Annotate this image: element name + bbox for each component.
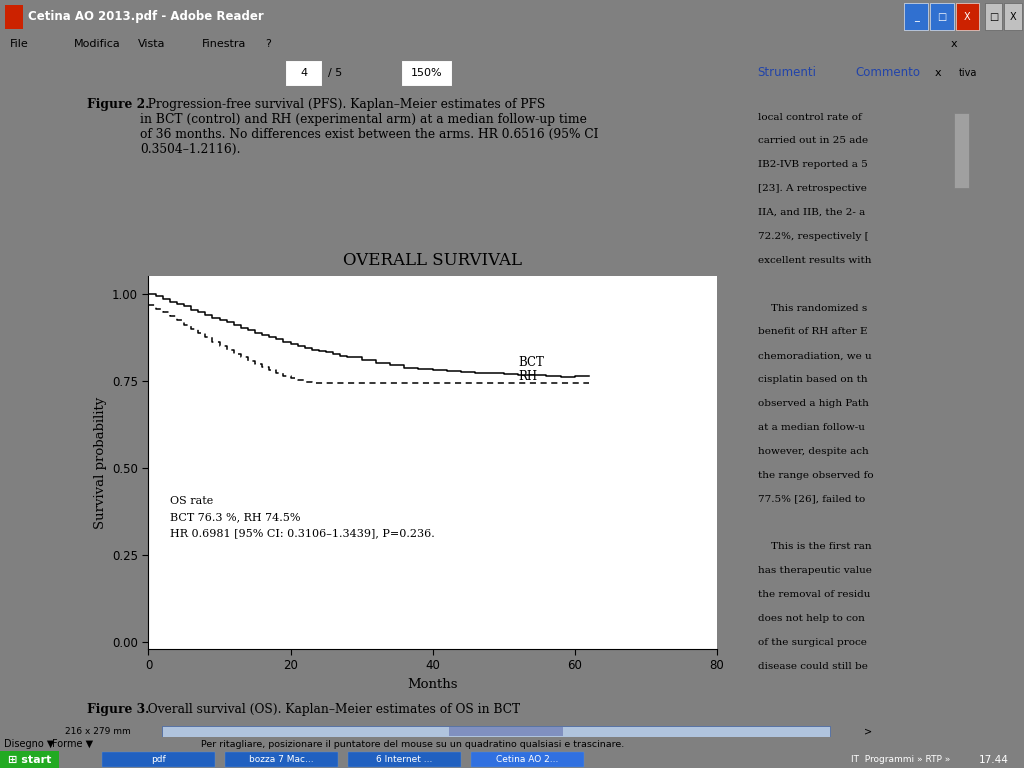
- Text: This is the first ran: This is the first ran: [758, 542, 871, 551]
- Text: chemoradiation, we u: chemoradiation, we u: [758, 351, 871, 360]
- Text: has therapeutic value: has therapeutic value: [758, 566, 871, 575]
- Text: Cetina AO 2...: Cetina AO 2...: [497, 755, 558, 764]
- Bar: [57, 727, 73, 736]
- Text: Disegno ▼: Disegno ▼: [3, 739, 54, 750]
- Text: HR 0.6981 [95% CI: 0.3106–1.3439], P=0.236.: HR 0.6981 [95% CI: 0.3106–1.3439], P=0.2…: [170, 528, 434, 538]
- Text: local control rate of: local control rate of: [758, 113, 861, 121]
- Text: Commento: Commento: [855, 67, 921, 79]
- Text: Progression-free survival (PFS). Kaplan–Meier estimates of PFS
in BCT (control) : Progression-free survival (PFS). Kaplan–…: [140, 98, 599, 156]
- Text: 72.2%, respectively [: 72.2%, respectively [: [758, 232, 868, 241]
- Text: IIA, and IIB, the 2- a: IIA, and IIB, the 2- a: [758, 208, 865, 217]
- Text: the range observed fo: the range observed fo: [758, 471, 873, 480]
- Text: _: _: [913, 12, 919, 22]
- Text: 216 x 279 mm: 216 x 279 mm: [65, 727, 131, 736]
- Bar: [162, 726, 830, 737]
- Text: Figure 3.: Figure 3.: [87, 703, 150, 716]
- Bar: [0, 751, 59, 768]
- Text: IB2-IVB reported a 5: IB2-IVB reported a 5: [758, 161, 867, 169]
- X-axis label: Months: Months: [408, 678, 458, 691]
- Text: bozza 7 Mac...: bozza 7 Mac...: [249, 755, 314, 764]
- Title: OVERALL SURVIVAL: OVERALL SURVIVAL: [343, 253, 522, 270]
- Text: □: □: [989, 12, 998, 22]
- Text: Cetina AO 2013.pdf - Adobe Reader: Cetina AO 2013.pdf - Adobe Reader: [28, 11, 263, 23]
- Text: x: x: [935, 68, 941, 78]
- Bar: [102, 752, 215, 767]
- Text: Finestra: Finestra: [202, 38, 246, 49]
- Text: tiva: tiva: [958, 68, 977, 78]
- Text: 4: 4: [300, 68, 307, 78]
- Text: Strumenti: Strumenti: [757, 67, 816, 79]
- Text: Figure 2.: Figure 2.: [87, 98, 150, 111]
- Text: BCT: BCT: [518, 356, 544, 369]
- Bar: [471, 752, 584, 767]
- Bar: [985, 3, 1002, 31]
- Text: Modifica: Modifica: [74, 38, 121, 49]
- Bar: [904, 3, 928, 31]
- Text: 17.44: 17.44: [978, 754, 1009, 765]
- Text: 150%: 150%: [411, 68, 442, 78]
- Bar: [1005, 3, 1022, 31]
- Text: OS rate: OS rate: [170, 496, 213, 506]
- Bar: [955, 3, 979, 31]
- Text: X: X: [1010, 12, 1016, 22]
- Bar: [449, 727, 563, 736]
- Text: IT  Programmi » RTP »: IT Programmi » RTP »: [851, 755, 951, 764]
- Bar: [225, 752, 338, 767]
- Text: does not help to con: does not help to con: [758, 614, 864, 623]
- Text: >: >: [864, 727, 872, 737]
- Text: BCT 76.3 %, RH 74.5%: BCT 76.3 %, RH 74.5%: [170, 511, 300, 521]
- Text: This randomized s: This randomized s: [758, 303, 867, 313]
- Text: ?: ?: [265, 38, 271, 49]
- Text: observed a high Path: observed a high Path: [758, 399, 868, 408]
- Bar: [401, 60, 453, 87]
- Text: 6 Internet ...: 6 Internet ...: [376, 755, 433, 764]
- Text: Overall survival (OS). Kaplan–Meier estimates of OS in BCT: Overall survival (OS). Kaplan–Meier esti…: [140, 703, 520, 716]
- Text: the removal of residu: the removal of residu: [758, 590, 870, 599]
- Text: disease could still be: disease could still be: [758, 661, 867, 670]
- Text: carried out in 25 ade: carried out in 25 ade: [758, 137, 867, 145]
- Y-axis label: Survival probability: Survival probability: [93, 396, 106, 529]
- Text: excellent results with: excellent results with: [758, 256, 871, 265]
- Text: Vista: Vista: [137, 38, 165, 49]
- Bar: [954, 113, 969, 188]
- Text: ⊞ start: ⊞ start: [8, 754, 51, 765]
- Text: Per ritagliare, posizionare il puntatore del mouse su un quadratino qualsiasi e : Per ritagliare, posizionare il puntatore…: [201, 740, 624, 749]
- Text: benefit of RH after E: benefit of RH after E: [758, 327, 867, 336]
- Text: □: □: [937, 12, 946, 22]
- Text: Forme ▼: Forme ▼: [51, 739, 93, 750]
- Bar: [930, 3, 953, 31]
- Text: however, despite ach: however, despite ach: [758, 447, 868, 455]
- Text: of the surgical proce: of the surgical proce: [758, 637, 866, 647]
- Bar: [5, 5, 23, 28]
- Text: / 5: / 5: [329, 68, 343, 78]
- Bar: [348, 752, 461, 767]
- Text: RH: RH: [518, 370, 537, 383]
- Text: X: X: [964, 12, 971, 22]
- Text: 77.5% [26], failed to: 77.5% [26], failed to: [758, 495, 865, 504]
- Text: x: x: [950, 38, 956, 49]
- Text: [23]. A retrospective: [23]. A retrospective: [758, 184, 866, 194]
- Text: cisplatin based on th: cisplatin based on th: [758, 375, 867, 384]
- Text: at a median follow-u: at a median follow-u: [758, 423, 864, 432]
- Text: File: File: [10, 38, 29, 49]
- Text: pdf: pdf: [152, 755, 166, 764]
- Bar: [285, 60, 323, 87]
